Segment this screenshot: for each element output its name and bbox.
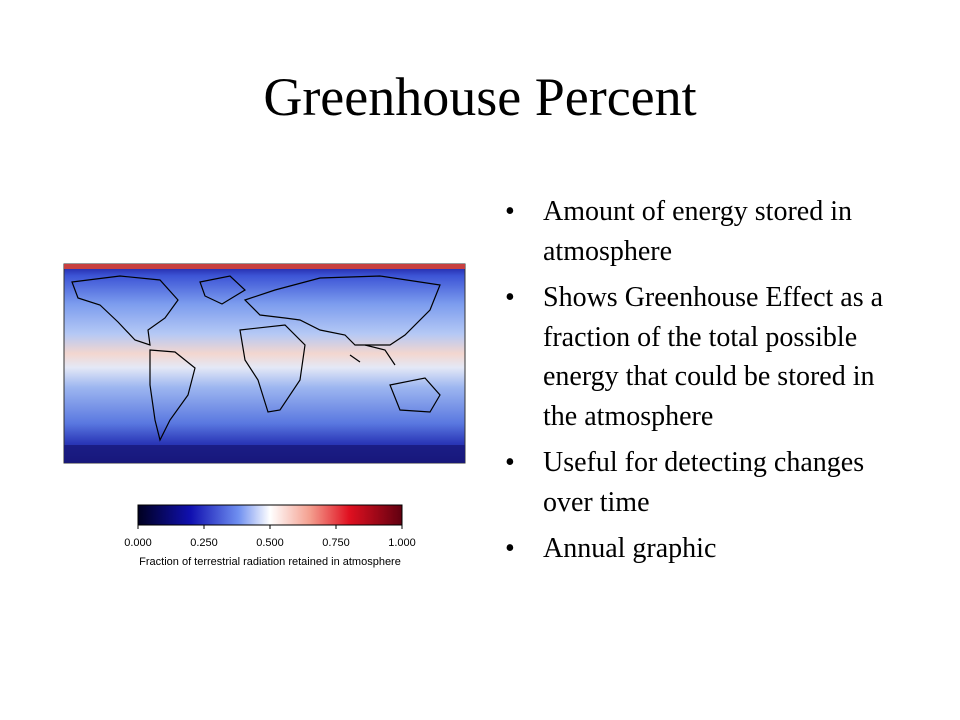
bullet: Annual graphic — [505, 529, 885, 569]
bullet: Useful for detecting changes over time — [505, 443, 885, 522]
colorbar: 0.000 0.250 0.500 0.750 1.000 Fraction of ter… — [124, 504, 416, 568]
colorbar-tick-label: 0.250 — [190, 537, 218, 549]
colorbar-tick-label: 0.500 — [256, 537, 284, 549]
figure: 0.000 0.250 0.500 0.750 1.000 Fraction of ter… — [63, 263, 466, 568]
bullet: Amount of energy stored in atmosphere — [505, 192, 885, 271]
colorbar-tick-label: 0.000 — [124, 537, 152, 549]
colorbar-tick-label: 1.000 — [388, 537, 416, 549]
slide-title: Greenhouse Percent — [263, 67, 697, 127]
bullet-list: Amount of energy stored in atmosphereSho… — [505, 192, 885, 576]
world-map — [63, 263, 466, 464]
bullet: Shows Greenhouse Effect as a fraction of… — [505, 278, 885, 436]
colorbar-label: Fraction of terrestrial radiation retain… — [139, 556, 401, 568]
colorbar-tick-label: 0.750 — [322, 537, 350, 549]
